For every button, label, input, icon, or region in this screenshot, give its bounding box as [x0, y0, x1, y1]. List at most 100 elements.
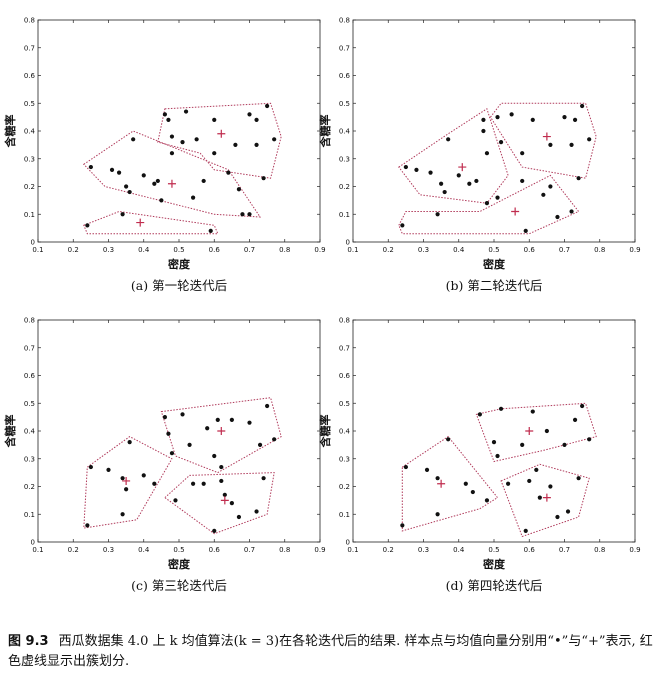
cluster-boundary-2: [398, 108, 509, 204]
y-tick-label: 0.2: [24, 183, 35, 191]
y-tick-label: 0.1: [24, 511, 35, 519]
sample-point: [233, 142, 238, 147]
sample-point: [562, 442, 567, 447]
sample-point: [481, 128, 486, 134]
mean-vector-marker: [167, 179, 176, 188]
sample-point: [523, 528, 528, 534]
y-tick-label: 0.1: [339, 511, 350, 519]
cluster-boundary-3: [398, 174, 580, 235]
x-axis-label: 密度: [483, 557, 506, 571]
x-axis-label: 密度: [483, 257, 506, 271]
sample-point: [169, 151, 175, 156]
sample-point: [120, 512, 125, 517]
y-tick-label: 0.2: [339, 483, 350, 491]
x-tick-label: 0.7: [559, 246, 570, 254]
sample-point: [120, 212, 125, 217]
y-tick-label: 0.7: [24, 344, 35, 352]
sample-point: [435, 512, 440, 517]
x-tick-label: 0.1: [347, 546, 358, 554]
caption-text: 西瓜数据集 4.0 上 k 均值算法(k = 3)在各轮迭代后的结果. 样本点与…: [8, 634, 653, 669]
y-tick-label: 0.6: [24, 72, 36, 80]
cluster-boundary-1: [157, 102, 282, 179]
sample-point: [442, 189, 447, 195]
sample-point: [555, 514, 560, 520]
x-tick-label: 0.2: [383, 546, 394, 554]
x-tick-label: 0.9: [314, 546, 325, 554]
x-tick-label: 0.8: [279, 246, 290, 254]
sample-point: [580, 403, 585, 409]
sample-point: [477, 412, 482, 417]
sample-point: [254, 509, 259, 514]
sample-point: [569, 142, 574, 147]
x-tick-label: 0.3: [418, 246, 429, 254]
sample-point: [498, 406, 504, 411]
x-tick-label: 0.3: [103, 246, 114, 254]
sample-point: [155, 178, 160, 184]
sample-point: [435, 476, 440, 481]
plot-frame: [352, 19, 636, 243]
mean-vector-marker: [220, 496, 229, 505]
mean-vector-marker: [136, 218, 145, 227]
sample-point: [229, 417, 234, 422]
sample-point: [85, 223, 90, 228]
sample-point: [572, 417, 578, 422]
y-tick-label: 0.6: [24, 372, 36, 380]
x-tick-label: 0.1: [347, 246, 358, 254]
x-tick-label: 0.3: [418, 546, 429, 554]
sample-point: [194, 137, 199, 142]
sample-point: [520, 178, 525, 184]
x-tick-label: 0.4: [138, 246, 150, 254]
sample-point: [403, 464, 408, 470]
x-tick-label: 0.8: [594, 546, 605, 554]
sample-point: [509, 112, 514, 117]
sample-point: [180, 140, 185, 145]
sample-point: [201, 178, 206, 184]
sample-point: [470, 489, 475, 495]
x-tick-label: 0.5: [488, 546, 499, 554]
x-tick-label: 0.2: [68, 246, 79, 254]
y-tick-label: 0.1: [24, 211, 35, 219]
sample-point: [506, 481, 511, 486]
sample-point: [226, 170, 231, 175]
sample-point: [537, 495, 542, 500]
sample-point: [400, 523, 405, 528]
y-tick-label: 0.3: [24, 455, 35, 463]
sample-point: [446, 437, 451, 442]
x-axis-label: 密度: [168, 557, 191, 571]
sample-point: [467, 181, 472, 186]
sample-point: [530, 117, 535, 122]
x-tick-label: 0.7: [244, 546, 255, 554]
sample-point: [414, 167, 419, 172]
sample-point: [580, 103, 585, 109]
sample-point: [124, 184, 129, 189]
sample-point: [191, 481, 196, 486]
cluster-boundary-1: [475, 402, 597, 463]
y-tick-label: 0.6: [339, 72, 351, 80]
sample-point: [254, 117, 259, 122]
sample-point: [403, 164, 408, 170]
y-tick-label: 0.4: [339, 128, 351, 136]
subcaption: (d) 第四轮迭代后: [446, 578, 543, 593]
x-tick-label: 0.6: [209, 546, 221, 554]
sample-point: [555, 214, 560, 220]
x-tick-label: 0.5: [488, 246, 499, 254]
sample-point: [106, 467, 111, 472]
cluster-boundary-3: [500, 463, 590, 538]
sample-point: [169, 451, 175, 456]
sample-point: [495, 453, 500, 459]
y-tick-label: 0.5: [24, 400, 35, 408]
x-tick-label: 0.8: [594, 246, 605, 254]
sample-point: [183, 109, 189, 114]
x-axis-label: 密度: [168, 257, 191, 271]
sample-point: [272, 437, 277, 442]
sample-point: [484, 201, 490, 206]
sample-point: [484, 498, 490, 503]
x-tick-label: 0.8: [279, 546, 290, 554]
sample-point: [484, 151, 490, 156]
x-tick-label: 0.9: [314, 246, 325, 254]
sample-point: [520, 442, 525, 447]
cluster-boundary-1: [160, 397, 282, 474]
sample-point: [187, 442, 192, 447]
sample-point: [141, 473, 146, 478]
sample-point: [116, 170, 122, 175]
